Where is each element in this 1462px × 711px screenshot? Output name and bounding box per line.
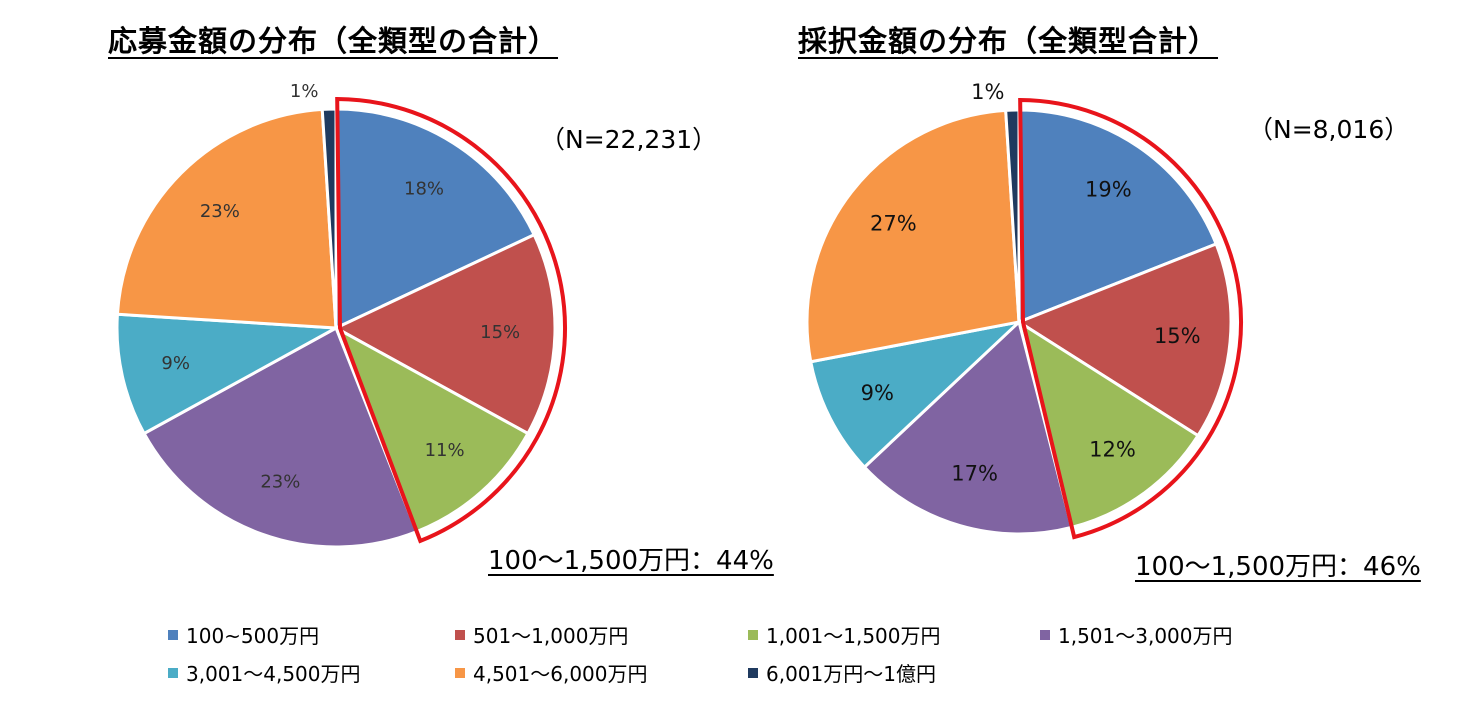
pie-slice-1 — [334, 107, 537, 331]
right-chart-title: 採択金額の分布（全類型合計） — [798, 24, 1219, 58]
slice-data-label: 15% — [480, 322, 520, 343]
pie-slice-6 — [805, 108, 1021, 364]
legend-item: 4,501～6,000万円 — [455, 658, 648, 687]
slice-data-label: 9% — [161, 353, 190, 374]
legend-label: 3,001～4,500万円 — [186, 662, 361, 686]
pie-slice-1 — [1017, 108, 1219, 325]
slice-data-label: 15% — [1154, 324, 1201, 348]
slice-data-label: 23% — [200, 201, 240, 222]
left-sample-size: （N=22,231） — [540, 125, 718, 154]
slice-data-label: 9% — [861, 381, 894, 405]
legend-item: 100~500万円 — [168, 620, 319, 649]
legend-item: 501～1,000万円 — [455, 620, 628, 649]
slice-data-label: 19% — [1085, 177, 1132, 201]
pie-slice-2 — [332, 232, 557, 436]
left-chart-title: 応募金額の分布（全類型の合計） — [108, 24, 559, 58]
legend-swatch — [748, 629, 758, 640]
legend-swatch — [168, 667, 178, 678]
legend-swatch — [455, 629, 465, 640]
legend-label: 1,501～3,000万円 — [1058, 624, 1233, 648]
pie-slice-6 — [115, 107, 338, 330]
pie-slice-3 — [1016, 318, 1201, 530]
legend-item: 1,501～3,000万円 — [1040, 620, 1233, 649]
slice-data-label: 18% — [404, 178, 444, 199]
right-sample-size: （N=8,016） — [1248, 115, 1410, 144]
slice-data-label: 17% — [951, 462, 998, 486]
slice-data-label: 1% — [971, 80, 1004, 104]
legend-label: 6,001万円～1億円 — [766, 662, 936, 686]
right-highlight-callout: 100～1,500万円：46% — [1135, 552, 1421, 582]
slice-data-label: 23% — [260, 472, 300, 493]
legend-item: 1,001～1,500万円 — [748, 620, 941, 649]
legend-label: 100~500万円 — [186, 624, 320, 648]
legend-swatch — [1040, 629, 1050, 640]
pie-slice-3 — [333, 324, 530, 534]
pie-slice-2 — [1015, 242, 1233, 438]
highlight-outline — [335, 96, 568, 544]
slice-data-label: 1% — [290, 81, 319, 102]
slice-data-label: 27% — [870, 212, 917, 236]
pie-slice-5 — [115, 312, 342, 436]
pie-slice-5 — [809, 319, 1024, 470]
legend-swatch — [748, 667, 758, 678]
legend-label: 501～1,000万円 — [473, 624, 629, 648]
legend-item: 3,001～4,500万円 — [168, 658, 361, 687]
legend-item: 6,001万円～1億円 — [748, 658, 936, 687]
highlight-outline — [1018, 97, 1244, 540]
pie-slice-4 — [862, 319, 1074, 536]
legend-swatch — [168, 629, 178, 640]
left-highlight-callout: 100～1,500万円：44% — [488, 546, 774, 576]
slice-data-label: 12% — [1089, 438, 1136, 462]
legend-swatch — [455, 667, 465, 678]
legend-label: 1,001～1,500万円 — [766, 624, 941, 648]
pie-slice-4 — [142, 325, 419, 549]
legend-label: 4,501～6,000万円 — [473, 662, 648, 686]
slice-data-label: 11% — [425, 440, 465, 461]
